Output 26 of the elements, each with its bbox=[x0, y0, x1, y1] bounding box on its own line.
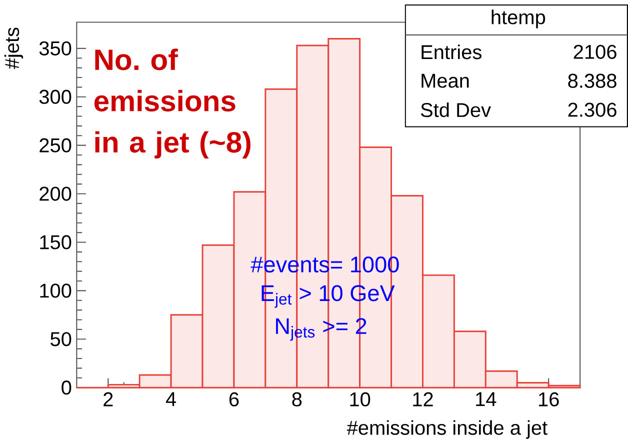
y-tick-label: 0 bbox=[62, 380, 72, 395]
annotation: No. of emissions in a jet (~8) bbox=[94, 48, 250, 158]
x-tick-label: 14 bbox=[476, 392, 496, 406]
y-axis-title: #jets bbox=[4, 28, 24, 69]
y-tick-label: 300 bbox=[39, 90, 72, 104]
y-tick-label: 150 bbox=[40, 235, 72, 250]
y-tick-label: 250 bbox=[40, 138, 72, 152]
x-tick-label: 6 bbox=[229, 392, 239, 406]
x-tick-label: 2 bbox=[104, 392, 113, 406]
annotation: 2106 bbox=[574, 44, 616, 59]
x-axis-title: #emissions inside a jet bbox=[346, 420, 548, 439]
x-tick-label: 16 bbox=[539, 392, 559, 406]
x-tick-label: 10 bbox=[350, 392, 370, 406]
annotation: Std Dev bbox=[420, 102, 491, 117]
annotation: Entries bbox=[422, 44, 482, 60]
x-tick-label: 8 bbox=[292, 392, 302, 406]
y-tick-label: 50 bbox=[50, 332, 72, 346]
annotation: htemp bbox=[492, 10, 546, 28]
annotation: 8.388 bbox=[568, 74, 616, 88]
x-tick-label: 12 bbox=[413, 392, 433, 406]
annotation: 2.306 bbox=[568, 102, 616, 117]
y-tick-label: 350 bbox=[39, 41, 72, 56]
y-tick-label: 100 bbox=[40, 283, 72, 298]
annotation: Mean bbox=[422, 74, 469, 88]
x-tick-label: 4 bbox=[166, 392, 176, 406]
y-tick-label: 200 bbox=[40, 186, 72, 201]
